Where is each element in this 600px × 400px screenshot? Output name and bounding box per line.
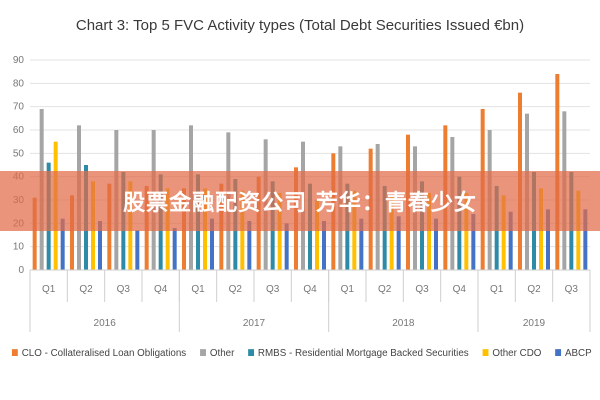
legend-swatch bbox=[11, 349, 18, 356]
bar bbox=[247, 221, 252, 270]
bar bbox=[32, 197, 37, 270]
bar bbox=[389, 195, 394, 270]
bar bbox=[172, 228, 177, 270]
y-tick-label: 60 bbox=[13, 125, 25, 136]
y-tick-label: 10 bbox=[13, 242, 25, 253]
bar bbox=[583, 209, 588, 270]
x-tick-label: Q2 bbox=[378, 284, 392, 295]
legend-label: RMBS - Residential Mortgage Backed Secur… bbox=[258, 348, 469, 359]
legend-swatch bbox=[200, 349, 206, 356]
legend-swatch bbox=[248, 349, 255, 356]
legend-swatch bbox=[555, 349, 562, 356]
bar bbox=[501, 195, 506, 270]
x-tick-label: Q2 bbox=[229, 284, 243, 295]
x-tick-label: Q3 bbox=[117, 284, 131, 295]
bar bbox=[434, 218, 438, 270]
y-tick-label: 0 bbox=[18, 265, 24, 276]
x-axis: Q1 Q2 Q3 Q4 Q1 Q2 Q3 Q4 Q1 Q2 Q3 Q4 Q1 Q2 Q3 2016 2017 20… bbox=[29, 269, 591, 332]
year-label: 2019 bbox=[523, 318, 546, 329]
legend: CLO - Collateralised Loan Obligations Oth… bbox=[11, 348, 592, 359]
legend-label: ABCP bbox=[565, 348, 592, 359]
bar bbox=[396, 216, 401, 270]
year-label: 2017 bbox=[243, 318, 266, 329]
x-tick-label: Q1 bbox=[191, 284, 205, 295]
y-tick-label: 80 bbox=[13, 78, 25, 89]
y-tick-label: 70 bbox=[13, 102, 25, 113]
banner-text: 股票金融配资公司 芳华：青春少女 bbox=[123, 191, 477, 216]
y-tick-label: 50 bbox=[13, 148, 25, 159]
year-label: 2016 bbox=[94, 318, 117, 329]
year-label: 2018 bbox=[392, 318, 415, 329]
legend-label: Other bbox=[210, 348, 235, 359]
bar bbox=[427, 193, 431, 270]
x-tick-label: Q2 bbox=[527, 284, 541, 295]
bar bbox=[464, 193, 469, 270]
bar bbox=[508, 211, 513, 270]
x-tick-label: Q4 bbox=[453, 284, 467, 295]
x-tick-label: Q3 bbox=[415, 284, 429, 295]
x-tick-label: Q4 bbox=[303, 284, 317, 295]
bar bbox=[98, 221, 102, 270]
overlay-banner: 股票金融配资公司 芳华：青春少女 bbox=[0, 171, 600, 231]
x-tick-label: Q3 bbox=[266, 284, 280, 295]
chart-title: Chart 3: Top 5 FVC Activity types (Total… bbox=[76, 17, 524, 34]
bar bbox=[471, 214, 476, 270]
legend-label: Other CDO bbox=[492, 348, 541, 359]
bar bbox=[284, 223, 289, 270]
x-tick-label: Q2 bbox=[79, 284, 93, 295]
y-axis-ticks: 0102030405060708090 bbox=[13, 55, 25, 276]
legend-label: CLO - Collateralised Loan Obligations bbox=[22, 348, 187, 359]
x-tick-label: Q1 bbox=[490, 284, 504, 295]
x-tick-label: Q4 bbox=[154, 284, 168, 295]
bar bbox=[359, 218, 364, 270]
bar bbox=[315, 200, 319, 270]
x-tick-label: Q1 bbox=[42, 284, 56, 295]
x-tick-label: Q3 bbox=[565, 284, 579, 295]
bar bbox=[60, 218, 65, 270]
bar bbox=[546, 209, 550, 270]
bar bbox=[135, 230, 140, 270]
y-tick-label: 90 bbox=[13, 55, 25, 66]
bar bbox=[70, 195, 74, 270]
bar bbox=[322, 221, 326, 270]
x-tick-label: Q1 bbox=[341, 284, 355, 295]
bar bbox=[277, 193, 282, 270]
bar bbox=[210, 218, 214, 270]
legend-swatch bbox=[482, 349, 489, 356]
